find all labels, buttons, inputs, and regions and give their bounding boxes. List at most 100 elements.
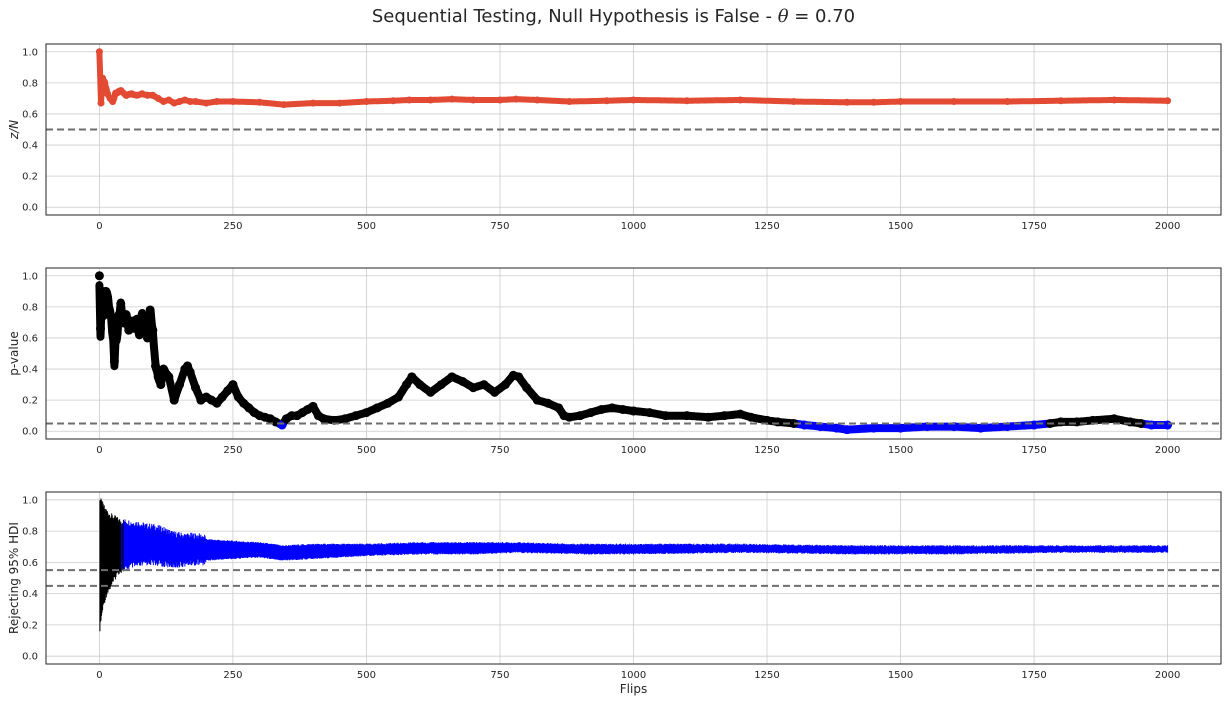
data-point <box>340 414 350 424</box>
data-point <box>118 317 128 327</box>
data-point <box>319 414 329 424</box>
axes-frame <box>45 491 1222 665</box>
data-point <box>95 48 103 56</box>
data-point <box>629 406 638 416</box>
subplot-3: 0 250 500 750 1000 1250 1500 1750 2000 0.0 0.2 0.4 0… <box>7 491 1222 696</box>
y-tick-label: 1.0 <box>22 47 38 58</box>
data-point <box>869 423 879 433</box>
data-point <box>596 404 606 414</box>
data-point <box>831 423 841 433</box>
data-point <box>217 392 227 402</box>
data-point <box>192 98 200 106</box>
x-tick-label: 500 <box>357 221 376 232</box>
data-point <box>389 97 397 105</box>
data-point <box>336 99 344 107</box>
data-point <box>543 398 553 408</box>
data-point <box>1056 417 1066 427</box>
data-point <box>436 380 446 390</box>
data-point <box>468 383 478 393</box>
data-point <box>773 417 783 427</box>
data-point <box>101 79 109 87</box>
y-tick-label: 0.8 <box>22 302 38 313</box>
data-point <box>97 99 105 107</box>
y-axis-label: z/N <box>7 120 21 140</box>
data-point <box>1163 420 1173 430</box>
data-point <box>799 420 809 430</box>
y-tick-label: 0.2 <box>22 620 38 631</box>
data-point <box>407 372 417 382</box>
x-tick-label: 250 <box>223 221 242 232</box>
data-point <box>447 372 457 382</box>
data-point <box>661 411 671 421</box>
data-point <box>1029 420 1039 430</box>
x-tick-label: 2000 <box>1155 670 1180 681</box>
data-point <box>159 364 168 374</box>
axes-frame <box>45 43 1222 216</box>
data-point <box>607 403 617 413</box>
data-point <box>143 91 151 99</box>
data-point <box>630 96 637 104</box>
x-tick-label: 1250 <box>754 670 779 681</box>
data-point <box>111 90 119 98</box>
data-point <box>142 333 152 343</box>
x-tick-label: 2000 <box>1155 221 1180 232</box>
data-point <box>145 305 155 315</box>
plot-area <box>94 271 1173 435</box>
y-tick-label: 0.8 <box>22 527 38 538</box>
data-point <box>554 403 564 413</box>
data-point <box>103 299 113 309</box>
data-point <box>127 90 135 98</box>
data-point <box>514 372 524 382</box>
data-point <box>1003 98 1011 106</box>
data-point <box>169 395 179 405</box>
data-point <box>361 408 371 418</box>
data-point <box>427 96 435 104</box>
x-tick-label: 1250 <box>754 445 779 456</box>
data-point <box>170 99 178 107</box>
data-point <box>165 96 173 104</box>
y-tick-label: 0.0 <box>22 427 38 438</box>
x-tick-label: 1000 <box>621 670 646 681</box>
data-point <box>683 97 691 105</box>
data-point <box>870 98 878 106</box>
data-point <box>109 356 119 366</box>
data-point <box>1147 420 1157 430</box>
data-point <box>362 98 370 106</box>
data-point <box>586 408 596 418</box>
data-point <box>154 94 162 102</box>
data-point <box>843 98 851 106</box>
y-tick-label: 0.4 <box>22 141 38 152</box>
y-tick-label: 0.0 <box>22 652 38 663</box>
x-tick-label: 0 <box>96 221 102 232</box>
x-tick-label: 500 <box>357 445 376 456</box>
data-point <box>112 333 121 343</box>
data-point <box>703 412 713 422</box>
data-point <box>426 387 436 397</box>
data-point <box>735 409 745 419</box>
plot-area <box>95 48 1172 109</box>
data-point <box>175 380 185 390</box>
x-tick-label: 1750 <box>1021 670 1046 681</box>
data-point <box>448 95 456 103</box>
chart-title: Sequential Testing, Null Hypothesis is F… <box>371 6 856 27</box>
data-point <box>160 98 167 106</box>
x-tick-label: 1500 <box>888 670 913 681</box>
data-point <box>1164 97 1172 105</box>
x-tick-label: 1500 <box>888 221 913 232</box>
data-point <box>950 98 958 106</box>
plot-area <box>99 498 1169 632</box>
data-point <box>500 380 510 390</box>
data-point <box>564 412 574 422</box>
y-axis-label: Rejecting 95% HDI <box>7 522 21 634</box>
data-point <box>213 98 221 106</box>
data-point <box>351 411 361 421</box>
y-tick-label: 0.2 <box>22 172 38 183</box>
data-point <box>897 98 905 106</box>
data-point <box>402 380 412 390</box>
y-tick-label: 1.0 <box>22 495 38 506</box>
data-point <box>233 392 243 402</box>
data-point <box>164 372 174 382</box>
x-tick-label: 500 <box>357 670 376 681</box>
data-point <box>533 96 541 104</box>
